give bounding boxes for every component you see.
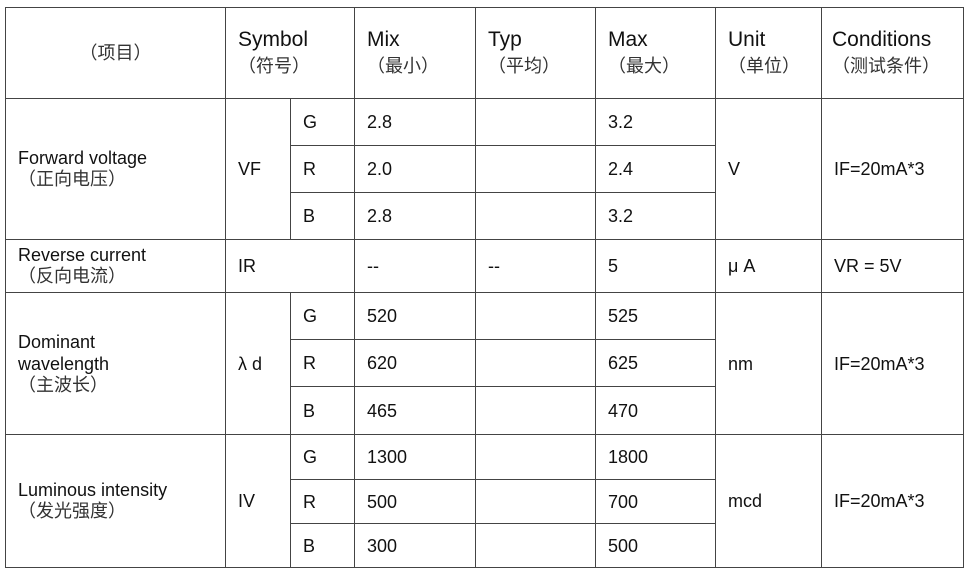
typ-cell: [475, 434, 596, 480]
typ-cell: [475, 339, 596, 387]
color-cell: R: [290, 339, 355, 387]
min-cell: 2.8: [354, 192, 476, 240]
color-cell: R: [290, 479, 355, 524]
min-cell: 620: [354, 339, 476, 387]
table-row: Dominant wavelength （主波长） λ d G 520 525 n…: [5, 292, 964, 435]
min-cell: 2.0: [354, 145, 476, 193]
min-cell: 2.8: [354, 98, 476, 146]
conditions-cell: IF=20mA*3: [821, 434, 964, 568]
typ-cell: [475, 292, 596, 340]
min-cell: 1300: [354, 434, 476, 480]
color-cell: G: [290, 98, 355, 146]
item-cell: Reverse current （反向电流）: [5, 239, 226, 293]
max-cell: 3.2: [595, 192, 716, 240]
symbol-cell: VF: [225, 98, 291, 240]
table-row: Reverse current （反向电流） IR -- -- 5 μ A VR …: [5, 239, 964, 293]
max-cell: 470: [595, 386, 716, 435]
typ-cell: [475, 145, 596, 193]
conditions-cell: IF=20mA*3: [821, 292, 964, 435]
unit-cell: V: [715, 98, 822, 240]
table-row: Luminous intensity （发光强度） IV G 1300 1800 …: [5, 434, 964, 568]
min-cell: 520: [354, 292, 476, 340]
min-cell: 465: [354, 386, 476, 435]
symbol-cell: IV: [225, 434, 291, 568]
color-cell: R: [290, 145, 355, 193]
conditions-cell: IF=20mA*3: [821, 98, 964, 240]
max-cell: 1800: [595, 434, 716, 480]
unit-cell: mcd: [715, 434, 822, 568]
item-cell: Forward voltage （正向电压）: [5, 98, 226, 240]
max-cell: 525: [595, 292, 716, 340]
max-cell: 500: [595, 523, 716, 568]
table-row: B 2.8 3.2: [6, 192, 964, 240]
typ-cell: [475, 98, 596, 146]
table-row: R 500 700: [6, 479, 964, 524]
header-item: （项目）: [5, 7, 226, 99]
table-row: R 620 625: [6, 339, 964, 387]
color-cell: G: [290, 434, 355, 480]
color-cell: G: [290, 292, 355, 340]
unit-cell: nm: [715, 292, 822, 435]
header-symbol: Symbol （符号）: [225, 7, 355, 99]
max-cell: 5: [595, 239, 716, 293]
item-cell: Luminous intensity （发光强度）: [5, 434, 226, 568]
typ-cell: [475, 192, 596, 240]
max-cell: 625: [595, 339, 716, 387]
typ-cell: --: [475, 239, 596, 293]
max-cell: 700: [595, 479, 716, 524]
specs-table: （项目） Symbol （符号） Mix （最小） Typ （平均） Max （最大） …: [5, 7, 964, 568]
header-min: Mix （最小）: [354, 7, 476, 99]
item-cell: Dominant wavelength （主波长）: [5, 292, 226, 435]
typ-cell: [475, 386, 596, 435]
symbol-cell: IR: [225, 239, 355, 293]
symbol-cell: λ d: [225, 292, 291, 435]
max-cell: 2.4: [595, 145, 716, 193]
table-row: B 300 500: [6, 523, 964, 568]
typ-cell: [475, 479, 596, 524]
table-row: R 2.0 2.4: [6, 145, 964, 193]
table-row: Forward voltage （正向电压） VF G 2.8 3.2 V IF=…: [5, 98, 964, 240]
min-cell: 300: [354, 523, 476, 568]
header-unit: Unit （单位）: [715, 7, 822, 99]
color-cell: B: [290, 192, 355, 240]
typ-cell: [475, 523, 596, 568]
min-cell: --: [354, 239, 476, 293]
header-row: （项目） Symbol （符号） Mix （最小） Typ （平均） Max （最大） …: [5, 7, 964, 99]
max-cell: 3.2: [595, 98, 716, 146]
header-max: Max （最大）: [595, 7, 716, 99]
conditions-cell: VR = 5V: [821, 239, 964, 293]
header-conditions: Conditions （测试条件）: [821, 7, 964, 99]
min-cell: 500: [354, 479, 476, 524]
header-typ: Typ （平均）: [475, 7, 596, 99]
unit-cell: μ A: [715, 239, 822, 293]
color-cell: B: [290, 386, 355, 435]
color-cell: B: [290, 523, 355, 568]
